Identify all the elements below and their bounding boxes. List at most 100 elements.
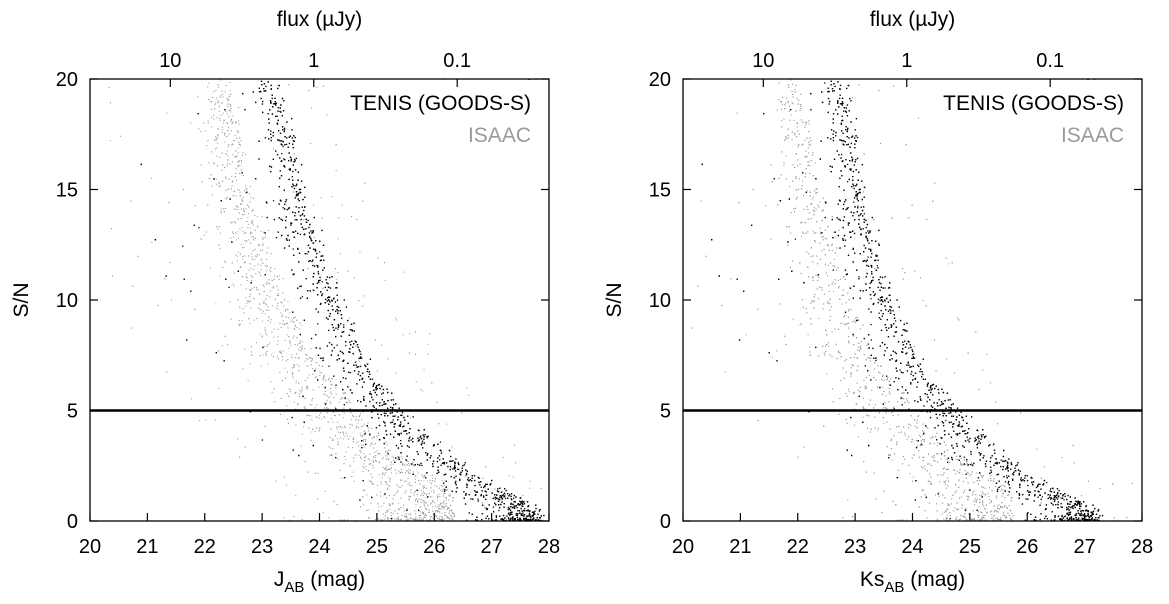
data-point xyxy=(298,207,299,208)
data-point xyxy=(283,320,284,321)
data-point xyxy=(389,481,390,482)
data-point xyxy=(247,217,248,218)
data-point xyxy=(383,392,384,393)
data-point xyxy=(360,457,361,458)
data-point xyxy=(227,130,228,131)
data-point xyxy=(338,325,339,326)
data-point xyxy=(246,188,247,189)
data-point xyxy=(529,513,530,514)
data-point xyxy=(532,515,533,516)
data-point xyxy=(283,146,284,147)
data-point xyxy=(258,264,259,265)
data-point xyxy=(429,480,430,481)
data-point xyxy=(435,515,436,516)
data-point xyxy=(236,180,237,181)
data-point xyxy=(425,452,426,453)
data-point xyxy=(234,221,235,222)
data-point xyxy=(244,312,245,313)
data-point xyxy=(288,423,289,424)
data-point xyxy=(493,506,494,507)
data-point xyxy=(297,195,298,196)
data-point xyxy=(508,507,509,508)
data-point xyxy=(319,348,320,349)
data-point xyxy=(369,433,370,434)
data-point xyxy=(228,146,229,147)
data-point xyxy=(378,453,379,454)
data-point xyxy=(282,302,283,303)
data-point xyxy=(398,486,399,487)
data-point xyxy=(295,160,296,161)
data-point xyxy=(465,469,466,470)
data-point xyxy=(243,368,244,369)
data-point xyxy=(221,115,222,116)
data-point xyxy=(260,355,261,356)
data-point xyxy=(358,371,359,372)
data-point xyxy=(417,494,418,495)
data-point xyxy=(523,501,524,502)
data-point xyxy=(335,336,336,337)
data-point xyxy=(293,164,294,165)
data-point xyxy=(239,173,240,174)
data-point xyxy=(306,386,307,387)
data-point xyxy=(262,216,263,217)
data-point xyxy=(310,238,311,239)
data-point xyxy=(242,247,243,248)
data-point xyxy=(425,502,426,503)
data-point xyxy=(402,413,403,414)
data-point xyxy=(478,500,479,501)
data-point xyxy=(450,515,451,516)
data-point xyxy=(415,482,416,483)
data-point xyxy=(378,258,379,259)
data-point xyxy=(242,93,243,94)
data-point xyxy=(462,470,463,471)
data-point xyxy=(361,447,362,448)
data-point xyxy=(318,355,319,356)
data-point xyxy=(446,499,447,500)
data-point xyxy=(423,495,424,496)
data-point xyxy=(364,434,365,435)
data-point xyxy=(385,413,386,414)
data-point xyxy=(418,480,419,481)
data-point xyxy=(297,345,298,346)
data-point xyxy=(298,211,299,212)
data-point xyxy=(310,358,311,359)
data-point xyxy=(342,427,343,428)
data-point xyxy=(240,284,241,285)
data-point xyxy=(306,355,307,356)
data-point xyxy=(319,241,320,242)
data-point xyxy=(229,110,230,111)
data-point xyxy=(230,198,231,199)
data-point xyxy=(335,268,336,269)
data-point xyxy=(239,457,240,458)
data-point xyxy=(521,513,522,514)
data-point xyxy=(373,448,374,449)
data-point xyxy=(421,444,422,445)
data-point xyxy=(327,297,328,298)
data-point xyxy=(482,490,483,491)
data-point xyxy=(265,313,266,314)
data-point xyxy=(386,389,387,390)
data-point xyxy=(304,197,305,198)
data-point xyxy=(415,519,416,520)
data-point xyxy=(472,475,473,476)
data-point xyxy=(454,514,455,515)
data-point xyxy=(319,375,320,376)
data-point xyxy=(246,273,247,274)
data-point xyxy=(376,385,377,386)
data-point xyxy=(267,266,268,267)
data-point xyxy=(455,476,456,477)
data-point xyxy=(275,104,276,105)
data-point xyxy=(498,504,499,505)
data-point xyxy=(301,181,302,182)
data-point xyxy=(242,214,243,215)
data-point xyxy=(501,492,502,493)
data-point xyxy=(295,425,296,426)
data-point xyxy=(498,510,499,511)
data-point xyxy=(521,508,522,509)
data-point xyxy=(407,456,408,457)
data-point xyxy=(272,392,273,393)
data-point xyxy=(391,462,392,463)
data-point xyxy=(308,261,309,262)
data-point xyxy=(428,354,429,355)
data-point xyxy=(423,434,424,435)
